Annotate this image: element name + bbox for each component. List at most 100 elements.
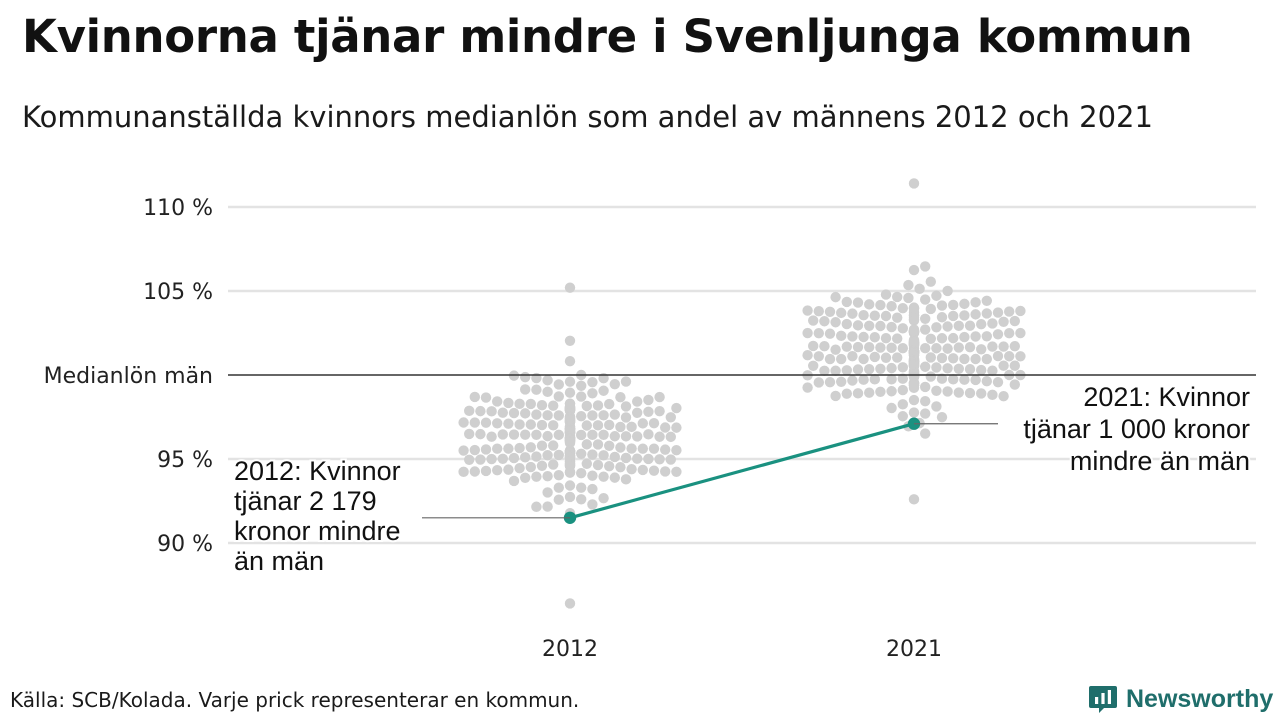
municipality-dot-2012 xyxy=(587,449,598,460)
municipality-dot-2012 xyxy=(576,448,587,459)
municipality-dot-2021 xyxy=(897,362,908,373)
municipality-dot-2021 xyxy=(964,364,976,375)
municipality-dot-2012 xyxy=(514,419,525,430)
municipality-dot-2012 xyxy=(671,444,682,456)
municipality-dot-2021 xyxy=(992,307,1004,318)
municipality-dot-2021 xyxy=(998,390,1009,402)
municipality-dot-2012 xyxy=(604,398,615,410)
municipality-dot-2021 xyxy=(964,387,976,399)
municipality-dot-2012 xyxy=(553,449,564,461)
newsworthy-logo[interactable]: Newsworthy xyxy=(1088,684,1273,714)
municipality-dot-2021 xyxy=(914,283,925,295)
municipality-dot-2012 xyxy=(609,451,620,463)
municipality-dot-2021 xyxy=(931,385,942,396)
municipality-dot-2021 xyxy=(858,353,869,365)
municipality-dot-2021 xyxy=(959,331,970,343)
municipality-dot-2021 xyxy=(976,344,987,355)
municipality-dot-2021 xyxy=(813,327,824,339)
municipality-dot-2021 xyxy=(953,342,964,353)
municipality-dot-2012 xyxy=(503,418,514,429)
municipality-dot-2021 xyxy=(886,342,897,354)
annotation-2012-line: tjänar 2 179 xyxy=(234,486,377,516)
municipality-dot-2021 xyxy=(908,394,920,406)
municipality-dot-2021 xyxy=(925,276,936,287)
municipality-dot-2021 xyxy=(897,384,908,396)
municipality-dot-2012 xyxy=(654,431,665,442)
y-tick-label: 110 % xyxy=(143,196,213,221)
municipality-dot-2021 xyxy=(1015,327,1026,339)
municipality-dot-2012 xyxy=(620,376,632,387)
municipality-dot-2012 xyxy=(564,491,576,503)
municipality-dot-2012 xyxy=(587,388,598,399)
municipality-dot-2021 xyxy=(948,353,959,364)
municipality-dot-2021 xyxy=(925,303,936,315)
municipality-dot-2012 xyxy=(609,379,620,390)
municipality-dot-2012 xyxy=(520,472,531,483)
municipality-dot-2021 xyxy=(908,407,920,418)
municipality-dot-2012 xyxy=(671,422,682,433)
municipality-dot-2021 xyxy=(841,388,852,399)
municipality-dot-2021 xyxy=(852,320,864,331)
municipality-dot-2021 xyxy=(959,374,970,385)
municipality-dot-2012 xyxy=(598,410,609,421)
municipality-dot-2021 xyxy=(802,382,813,393)
municipality-dot-2012 xyxy=(626,421,637,433)
municipality-dot-2021 xyxy=(981,295,992,306)
municipality-dot-2021 xyxy=(830,365,841,376)
municipality-dot-2021 xyxy=(959,310,970,321)
municipality-dot-2012 xyxy=(548,420,559,431)
municipality-dot-2012 xyxy=(542,375,553,386)
municipality-dot-2021 xyxy=(925,352,936,363)
municipality-dot-2012 xyxy=(620,452,632,464)
annotation-2021-line: mindre än män xyxy=(1070,446,1250,476)
dots-layer xyxy=(458,178,1026,609)
municipality-dot-2021 xyxy=(931,401,942,412)
municipality-dot-2021 xyxy=(886,374,897,385)
municipality-dot-2012 xyxy=(525,419,536,430)
municipality-dot-2021 xyxy=(1009,360,1020,371)
municipality-dot-2012 xyxy=(665,412,676,423)
municipality-dot-2012 xyxy=(643,453,654,465)
municipality-dot-2021 xyxy=(920,428,931,439)
municipality-dot-2012 xyxy=(492,418,503,429)
municipality-dot-2012 xyxy=(525,398,536,410)
municipality-dot-2012 xyxy=(492,396,503,407)
municipality-dot-2012 xyxy=(520,429,531,440)
municipality-dot-2012 xyxy=(609,431,620,442)
municipality-dot-2021 xyxy=(931,322,942,333)
municipality-dot-2012 xyxy=(592,420,604,431)
municipality-dot-2012 xyxy=(553,494,564,505)
municipality-dot-2021 xyxy=(841,365,852,376)
municipality-dot-2012 xyxy=(609,409,620,420)
municipality-dot-2021 xyxy=(920,343,931,354)
municipality-dot-2012 xyxy=(520,452,531,463)
municipality-dot-2021 xyxy=(970,331,981,342)
municipality-dot-2021 xyxy=(824,306,836,318)
brand-name: Newsworthy xyxy=(1126,684,1274,713)
municipality-dot-2012 xyxy=(564,335,576,346)
municipality-dot-2012 xyxy=(598,492,609,504)
municipality-dot-2021 xyxy=(813,306,824,317)
municipality-dot-2012 xyxy=(469,444,480,456)
municipality-dot-2012 xyxy=(553,391,564,402)
municipality-dot-2012 xyxy=(637,464,648,476)
municipality-dot-2021 xyxy=(931,362,942,373)
municipality-dot-2012 xyxy=(486,406,497,417)
municipality-dot-2021 xyxy=(819,341,830,352)
municipality-dot-2012 xyxy=(531,451,542,462)
municipality-dot-2021 xyxy=(953,320,964,332)
annotation-2021-line: tjänar 1 000 kronor xyxy=(1023,414,1250,444)
municipality-dot-2021 xyxy=(920,381,931,393)
municipality-dot-2021 xyxy=(824,376,836,388)
municipality-dot-2021 xyxy=(920,361,931,372)
municipality-dot-2012 xyxy=(503,464,514,475)
municipality-dot-2021 xyxy=(925,371,936,382)
municipality-dot-2012 xyxy=(665,431,676,443)
municipality-dot-2021 xyxy=(830,390,841,402)
municipality-dot-2012 xyxy=(492,443,503,454)
municipality-dot-2021 xyxy=(875,386,886,398)
municipality-dot-2012 xyxy=(648,465,660,476)
municipality-dot-2012 xyxy=(665,454,676,465)
municipality-dot-2012 xyxy=(475,405,486,417)
municipality-dot-2012 xyxy=(464,454,475,465)
